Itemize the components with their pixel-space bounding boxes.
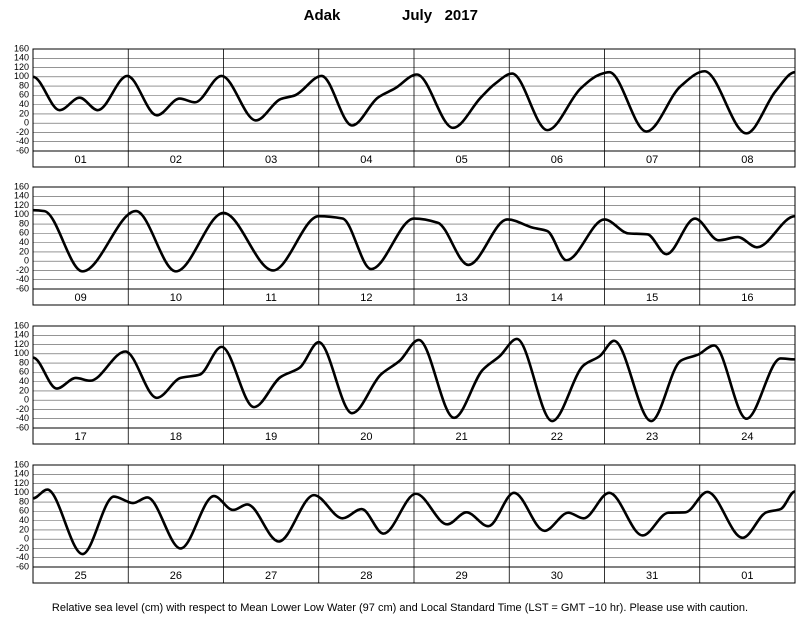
x-tick-label: 01 (741, 570, 753, 582)
tide-line (32, 208, 796, 273)
x-tick-label: 21 (456, 431, 468, 443)
y-tick-label: 20 (19, 108, 29, 118)
tide-line (32, 337, 796, 423)
x-tick-label: 02 (170, 154, 182, 166)
y-tick-label: 120 (14, 339, 29, 349)
y-tick-label: 120 (14, 200, 29, 210)
y-tick-label: 40 (19, 515, 29, 525)
panel-frame (32, 464, 796, 584)
x-tick-label: 19 (265, 431, 277, 443)
y-tick-label: 40 (19, 99, 29, 109)
x-tick-label: 07 (646, 154, 658, 166)
footnote: Relative sea level (cm) with respect to … (52, 602, 748, 614)
x-tick-label: 20 (360, 431, 372, 443)
y-tick-label: 140 (14, 53, 29, 63)
x-tick-label: 29 (456, 570, 468, 582)
y-tick-label: -60 (16, 145, 29, 155)
y-tick-label: 160 (14, 459, 29, 469)
x-tick-label: 25 (75, 570, 87, 582)
chart-date: July 2017 (402, 7, 478, 24)
y-tick-label: 60 (19, 506, 29, 516)
y-tick-label: -20 (16, 127, 29, 137)
x-tick-label: 13 (456, 292, 468, 304)
x-tick-label: 17 (75, 431, 87, 443)
x-tick-label: 30 (551, 570, 563, 582)
y-tick-label: 100 (14, 71, 29, 81)
tide-line (32, 488, 796, 556)
y-tick-label: -20 (16, 265, 29, 275)
y-tick-label: 40 (19, 237, 29, 247)
y-tick-label: 60 (19, 90, 29, 100)
y-tick-label: 80 (19, 496, 29, 506)
x-tick-label: 27 (265, 570, 277, 582)
x-tick-label: 22 (551, 431, 563, 443)
y-tick-label: 80 (19, 218, 29, 228)
y-tick-label: 60 (19, 228, 29, 238)
x-tick-label: 23 (646, 431, 658, 443)
x-tick-label: 16 (741, 292, 753, 304)
y-tick-label: 80 (19, 357, 29, 367)
x-tick-label: 26 (170, 570, 182, 582)
panel-frame (32, 48, 796, 168)
y-tick-label: 120 (14, 478, 29, 488)
x-tick-label: 14 (551, 292, 563, 304)
y-tick-label: 140 (14, 191, 29, 201)
x-tick-label: 31 (646, 570, 658, 582)
x-tick-label: 18 (170, 431, 182, 443)
y-tick-label: -20 (16, 404, 29, 414)
x-tick-label: 12 (360, 292, 372, 304)
x-tick-label: 05 (456, 154, 468, 166)
x-tick-label: 03 (265, 154, 277, 166)
y-tick-label: 80 (19, 80, 29, 90)
panel-frame (32, 186, 796, 306)
y-tick-label: -40 (16, 274, 29, 284)
x-tick-label: 08 (741, 154, 753, 166)
y-tick-label: -40 (16, 552, 29, 562)
y-tick-label: -60 (16, 283, 29, 293)
y-tick-label: 100 (14, 348, 29, 358)
y-tick-label: -20 (16, 543, 29, 553)
x-tick-label: 09 (75, 292, 87, 304)
x-tick-label: 04 (360, 154, 372, 166)
x-tick-label: 01 (75, 154, 87, 166)
y-tick-label: 140 (14, 330, 29, 340)
y-tick-label: 40 (19, 376, 29, 386)
tide-line (32, 69, 796, 135)
x-tick-label: 28 (360, 570, 372, 582)
y-tick-label: 20 (19, 524, 29, 534)
x-tick-label: 11 (265, 292, 276, 304)
y-tick-label: 0 (24, 534, 29, 544)
y-tick-label: -40 (16, 136, 29, 146)
y-tick-label: 160 (14, 43, 29, 53)
y-tick-label: 160 (14, 181, 29, 191)
y-tick-label: -60 (16, 561, 29, 571)
y-tick-label: 160 (14, 320, 29, 330)
x-tick-label: 24 (741, 431, 753, 443)
y-tick-label: 0 (24, 256, 29, 266)
panel-frame (32, 325, 796, 445)
y-tick-label: -60 (16, 422, 29, 432)
y-tick-label: 20 (19, 385, 29, 395)
y-tick-label: 120 (14, 62, 29, 72)
y-tick-label: -40 (16, 413, 29, 423)
y-tick-label: 0 (24, 395, 29, 405)
chart-title: Adak (304, 7, 341, 24)
y-tick-label: 60 (19, 367, 29, 377)
x-tick-label: 06 (551, 154, 563, 166)
y-tick-label: 20 (19, 246, 29, 256)
y-tick-label: 0 (24, 118, 29, 128)
x-tick-label: 15 (646, 292, 658, 304)
x-tick-label: 10 (170, 292, 182, 304)
y-tick-label: 100 (14, 209, 29, 219)
y-tick-label: 140 (14, 469, 29, 479)
y-tick-label: 100 (14, 487, 29, 497)
